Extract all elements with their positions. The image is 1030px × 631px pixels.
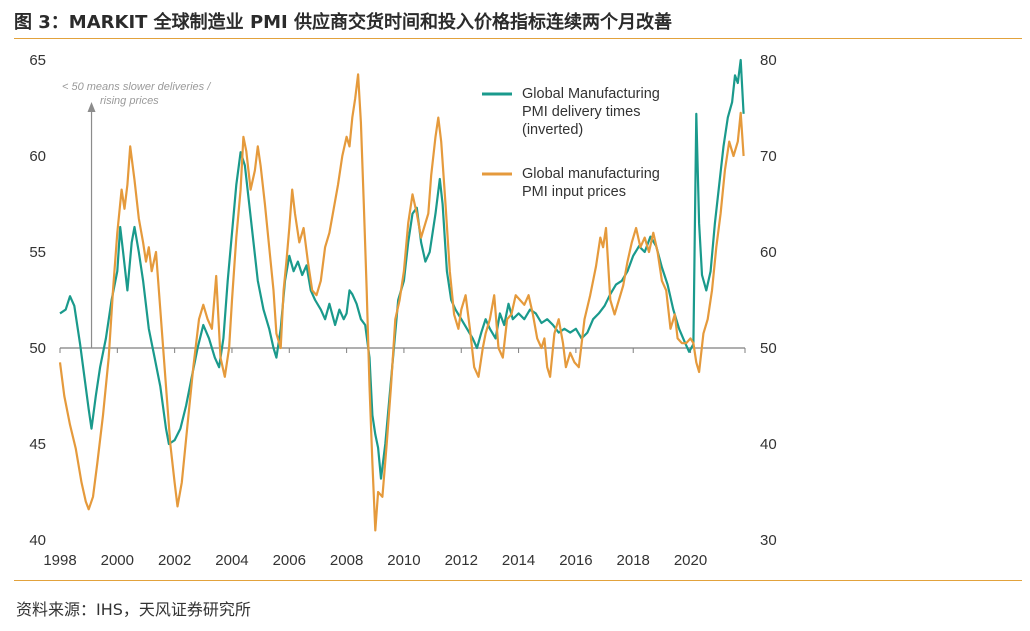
annotation-arrow-head <box>87 102 96 112</box>
right-tick-label: 30 <box>760 532 777 549</box>
x-tick-label: 2014 <box>502 552 535 569</box>
x-tick-label: 2012 <box>445 552 478 569</box>
chart-legend: Global Manufacturing PMI delivery times (i… <box>482 86 660 200</box>
figure-title: 图 3：MARKIT 全球制造业 PMI 供应商交货时间和投入价格指标连续两个月… <box>14 12 673 33</box>
x-tick-label: 2016 <box>559 552 592 569</box>
annotation-text: < 50 means slower deliveries / <box>62 81 211 93</box>
legend-label-line: Global Manufacturing <box>522 86 660 102</box>
legend-label: Global Manufacturing PMI delivery times (i… <box>522 86 660 138</box>
left-tick-label: 60 <box>29 148 46 165</box>
chart-axes: 1998 2000 2002 2004 2006 2008 2010 2012 2014 2016… <box>29 52 776 569</box>
line-chart: 1998 2000 2002 2004 2006 2008 2010 2012 2014 2016… <box>29 52 776 569</box>
annotation-text: rising prices <box>100 95 159 107</box>
x-tick-label: 1998 <box>43 552 76 569</box>
x-tick-label: 2000 <box>101 552 134 569</box>
legend-label-line: PMI input prices <box>522 184 626 200</box>
legend-label-line: PMI delivery times <box>522 104 640 120</box>
chart-series <box>58 58 745 532</box>
top-divider <box>14 38 1022 39</box>
source-note: 资料来源：IHS，天风证券研究所 <box>16 600 251 619</box>
left-tick-label: 45 <box>29 436 46 453</box>
left-tick-label: 55 <box>29 244 46 261</box>
left-tick-label: 40 <box>29 532 46 549</box>
chart-annotation: < 50 means slower deliveries / rising pri… <box>62 81 211 348</box>
legend-label-line: Global manufacturing <box>522 166 660 182</box>
delivery-times-line <box>59 58 745 480</box>
legend-label-line: (inverted) <box>522 122 583 138</box>
right-tick-label: 70 <box>760 148 777 165</box>
x-tick-label: 2008 <box>330 552 363 569</box>
right-tick-label: 40 <box>760 436 777 453</box>
right-tick-label: 50 <box>760 340 777 357</box>
x-tick-label: 2004 <box>215 552 248 569</box>
left-tick-label: 50 <box>29 340 46 357</box>
x-tick-label: 2010 <box>387 552 420 569</box>
input-prices-line <box>58 73 745 532</box>
right-tick-label: 60 <box>760 244 777 261</box>
bottom-divider <box>14 580 1022 581</box>
left-tick-label: 65 <box>29 52 46 69</box>
legend-label: Global manufacturing PMI input prices <box>522 166 660 200</box>
x-tick-label: 2002 <box>158 552 191 569</box>
right-tick-label: 80 <box>760 52 777 69</box>
x-tick-label: 2020 <box>674 552 707 569</box>
x-tick-label: 2006 <box>273 552 306 569</box>
x-tick-label: 2018 <box>617 552 650 569</box>
